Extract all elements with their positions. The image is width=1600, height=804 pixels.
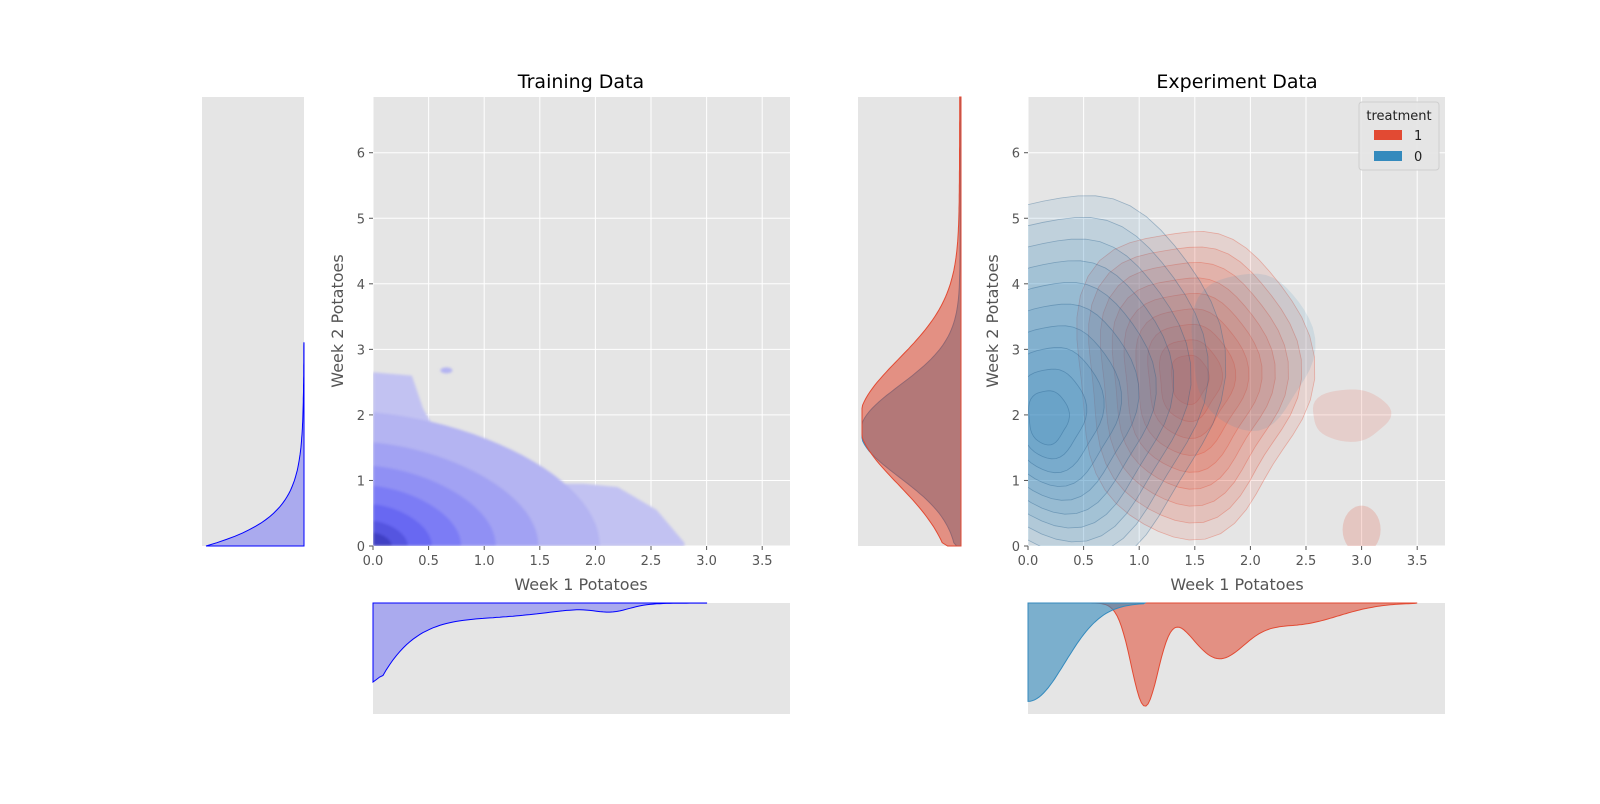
experiment-ytick-label-3: 3 [1012,343,1020,358]
training-title: Training Data [517,71,644,93]
training-ytick-label-0: 0 [357,540,365,555]
treatment-1-contour-0 [1076,231,1316,541]
training-ytick-label-5: 5 [357,212,365,227]
legend-label-0: 0 [1414,150,1422,165]
training-contour-islet [440,367,453,374]
treatment-1-contour-1 [1088,246,1302,524]
experiment-xtick-label-0: 0.0 [1018,554,1039,569]
experiment-xtick-label-7: 3.5 [1407,554,1428,569]
treatment-0-contour-lobe [1191,273,1316,431]
training-figure: 0.0 0.5 1.0 1.5 2.0 2.5 3.0 3.5 0 1 2 3 4 5 6 Trainin… [202,71,790,714]
legend-swatch-0 [1374,151,1402,161]
training-marginal-x-density [372,602,708,683]
treatment-1-contour-3 [1111,277,1276,490]
experiment-xtick-label-5: 2.5 [1296,554,1317,569]
experiment-y-ticks: 0 1 2 3 4 5 6 [1012,147,1028,555]
training-x-axis-label: Week 1 Potatoes [514,575,647,594]
treatment-0-contour-8 [1028,368,1088,460]
experiment-ytick-label-5: 5 [1012,212,1020,227]
experiment-title: Experiment Data [1156,71,1317,93]
training-xtick-label-1: 0.5 [418,554,439,569]
experiment-x-ticks: 0.0 0.5 1.0 1.5 2.0 2.5 3.0 3.5 [1018,546,1428,569]
experiment-xtick-label-6: 3.0 [1351,554,1372,569]
treatment-0-contour-5 [1028,303,1140,501]
treatment-0-contour-7 [1028,347,1105,474]
experiment-ytick-label-6: 6 [1012,147,1020,162]
experiment-main-panel [1028,97,1445,546]
training-xtick-label-3: 1.5 [529,554,550,569]
training-marginal-y-panel [202,97,304,546]
experiment-marginal-y-treatment-1 [861,96,962,547]
training-y-axis-label: Week 2 Potatoes [328,254,347,387]
experiment-density-contours [1028,195,1392,546]
treatment-0-contour-6 [1028,325,1122,487]
treatment-1-contour-5 [1135,308,1250,456]
experiment-ytick-label-2: 2 [1012,409,1020,424]
experiment-ytick-label-1: 1 [1012,474,1020,489]
training-ytick-label-4: 4 [357,278,365,293]
training-contour-level-7 [373,532,392,546]
legend-swatch-1 [1374,130,1402,140]
training-xtick-label-2: 1.0 [474,554,495,569]
legend-label-1: 1 [1414,129,1422,144]
treatment-0-contour-2 [1028,238,1192,543]
treatment-0-contour-0 [1028,195,1227,546]
training-ytick-label-3: 3 [357,343,365,358]
experiment-xtick-label-4: 2.0 [1240,554,1261,569]
experiment-figure: 0.0 0.5 1.0 1.5 2.0 2.5 3.0 3.5 0 1 2 3 4 5 6 Experim… [858,71,1445,714]
experiment-marginal-x-treatment-0 [1027,602,1147,702]
treatment-0-contour-9 [1028,390,1070,446]
experiment-xtick-label-1: 0.5 [1073,554,1094,569]
treatment-1-contour-4 [1123,292,1263,473]
experiment-legend: treatment 1 0 [1358,101,1440,171]
treatment-0-contour-1 [1028,217,1209,546]
training-xtick-label-4: 2.0 [585,554,606,569]
training-xtick-label-7: 3.5 [752,554,773,569]
training-y-ticks: 0 1 2 3 4 5 6 [357,147,373,555]
experiment-marginal-x-treatment-1 [1072,602,1418,707]
treatment-1-contour-7 [1159,339,1223,422]
training-ytick-label-6: 6 [357,147,365,162]
experiment-y-axis-label: Week 2 Potatoes [983,254,1002,387]
training-ytick-label-1: 1 [357,474,365,489]
training-xtick-label-0: 0.0 [363,554,384,569]
experiment-x-axis-label: Week 1 Potatoes [1170,575,1303,594]
training-marginal-y-density [205,342,305,547]
treatment-1-contour-6 [1147,323,1237,439]
training-xtick-label-5: 2.5 [641,554,662,569]
treatment-1-contour-8 [1170,354,1210,406]
treatment-1-contour-islet [1342,505,1381,546]
experiment-ytick-label-4: 4 [1012,278,1020,293]
treatment-0-contour-4 [1028,282,1157,515]
experiment-ytick-label-0: 0 [1012,540,1020,555]
training-ytick-label-2: 2 [357,409,365,424]
training-xtick-label-6: 3.0 [696,554,717,569]
treatment-1-contour-2 [1100,262,1289,507]
treatment-1-contour-lobe [1313,389,1392,442]
experiment-xtick-label-3: 1.5 [1184,554,1205,569]
experiment-xtick-label-2: 1.0 [1129,554,1150,569]
legend-title: treatment [1366,109,1431,124]
training-x-ticks: 0.0 0.5 1.0 1.5 2.0 2.5 3.0 3.5 [363,546,773,569]
treatment-0-contour-3 [1028,260,1175,529]
training-density-contours [373,367,685,546]
